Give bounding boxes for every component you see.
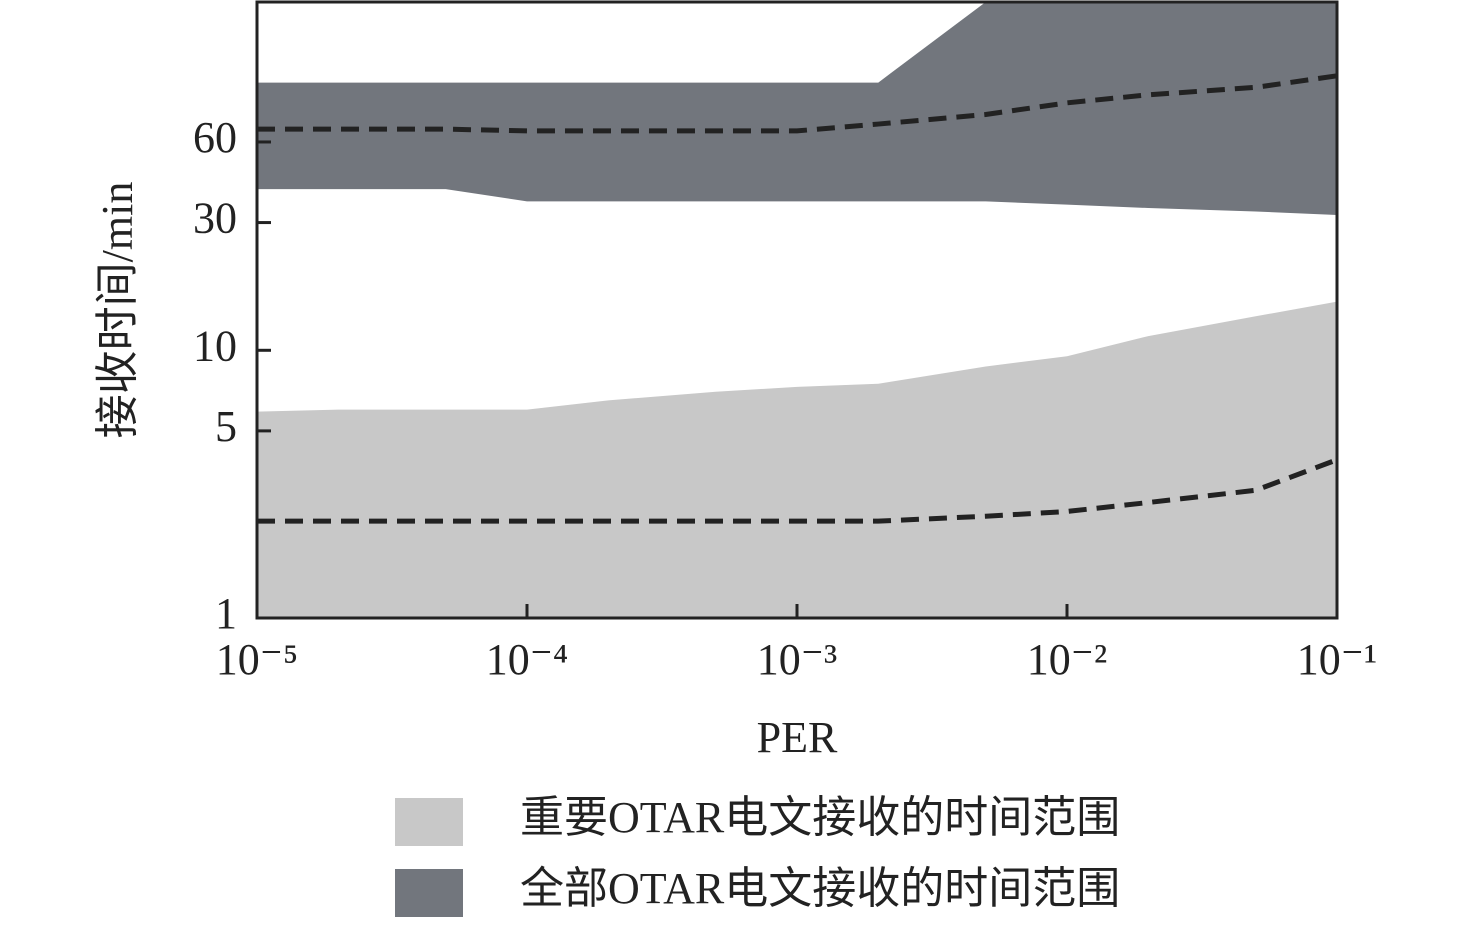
- y-tick-label: 1: [215, 589, 237, 638]
- legend-label: 全部OTAR电文接收的时间范围: [520, 864, 1120, 913]
- band-area: [257, 2, 1337, 216]
- legend-swatch: [395, 798, 463, 846]
- x-axis-label: PER: [757, 713, 838, 762]
- y-tick-label: 30: [193, 194, 237, 243]
- legend-swatch: [395, 869, 463, 917]
- x-tick-label: 10⁻³: [757, 635, 837, 684]
- y-tick-label: 60: [193, 113, 237, 162]
- y-tick-label: 10: [193, 321, 237, 370]
- x-tick-label: 10⁻⁵: [216, 635, 299, 684]
- x-tick-label: 10⁻⁴: [486, 635, 569, 684]
- x-tick-label: 10⁻¹: [1297, 635, 1377, 684]
- x-tick-label: 10⁻²: [1027, 635, 1107, 684]
- legend-label: 重要OTAR电文接收的时间范围: [520, 793, 1120, 842]
- y-tick-label: 5: [215, 402, 237, 451]
- y-axis-label: 接收时间/min: [93, 182, 142, 439]
- median-line: [257, 73, 1338, 134]
- band-area: [257, 301, 1337, 618]
- median-line: [257, 457, 1338, 524]
